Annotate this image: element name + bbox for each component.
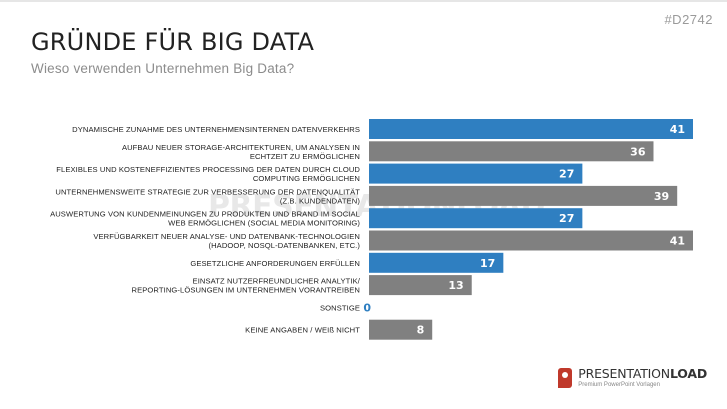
bar-0 [369,119,693,139]
category-label-5: VERFÜGBARKEIT NEUER ANALYSE- UND DATENBA… [93,232,360,250]
bar-value-label-3: 39 [654,190,669,203]
bar-3 [369,185,678,206]
category-label-0: DYNAMISCHE ZUNAHME DES UNTERNEHMENSINTER… [72,125,360,134]
presentationload-logo: PRESENTATIONLOAD Premium PowerPoint Vorl… [558,368,707,388]
slide-id: #D2742 [664,12,713,27]
page-title: GRÜNDE FÜR BIG DATA [31,28,315,56]
bar-value-label-9: 8 [417,324,425,337]
bar-value-label-0: 41 [670,123,685,136]
bar-value-label-8: 0 [363,301,371,314]
category-label-4: AUSWERTUNG VON KUNDENMEINUNGEN ZU PRODUK… [50,210,360,228]
logo-tagline: Premium PowerPoint Vorlagen [578,381,660,388]
page-subtitle: Wieso verwenden Unternehmen Big Data? [31,61,295,76]
bar-value-label-1: 36 [630,145,646,158]
bar-value-label-6: 17 [480,257,495,270]
bar-1 [369,141,654,162]
logo-icon [558,368,573,388]
category-label-6: GESETZLICHE ANFORDERUNGEN ERFÜLLEN [190,259,360,268]
bar-value-label-2: 27 [559,168,574,181]
bar-4 [369,208,583,229]
category-label-8: SONSTIGE [320,303,360,312]
bar-value-label-5: 41 [670,235,685,248]
category-label-9: KEINE ANGABEN / WEIß NICHT [245,326,360,335]
logo-name-light: PRESENTATION [578,366,670,382]
category-label-1: AUFBAU NEUER STORAGE-ARCHITEKTUREN, UM A… [122,143,360,161]
bar-value-label-4: 27 [559,212,574,225]
logo-name-bold: LOAD [669,366,707,382]
category-label-3: UNTERNEHMENSWEITE STRATEGIE ZUR VERBESSE… [55,187,360,205]
bar-9 [369,319,433,340]
top-divider [0,0,727,2]
bar-2 [369,163,583,184]
category-label-7: EINSATZ NUTZERFREUNDLICHER ANALYTIK/REPO… [132,277,361,295]
category-label-2: FLEXIBLES UND KOSTENEFFIZIENTES PROCESSI… [56,165,360,183]
logo-name: PRESENTATIONLOAD [578,368,707,381]
bar-5 [369,230,693,251]
bar-value-label-7: 13 [448,279,463,292]
bar-6 [369,252,504,273]
bar-7 [369,275,472,296]
